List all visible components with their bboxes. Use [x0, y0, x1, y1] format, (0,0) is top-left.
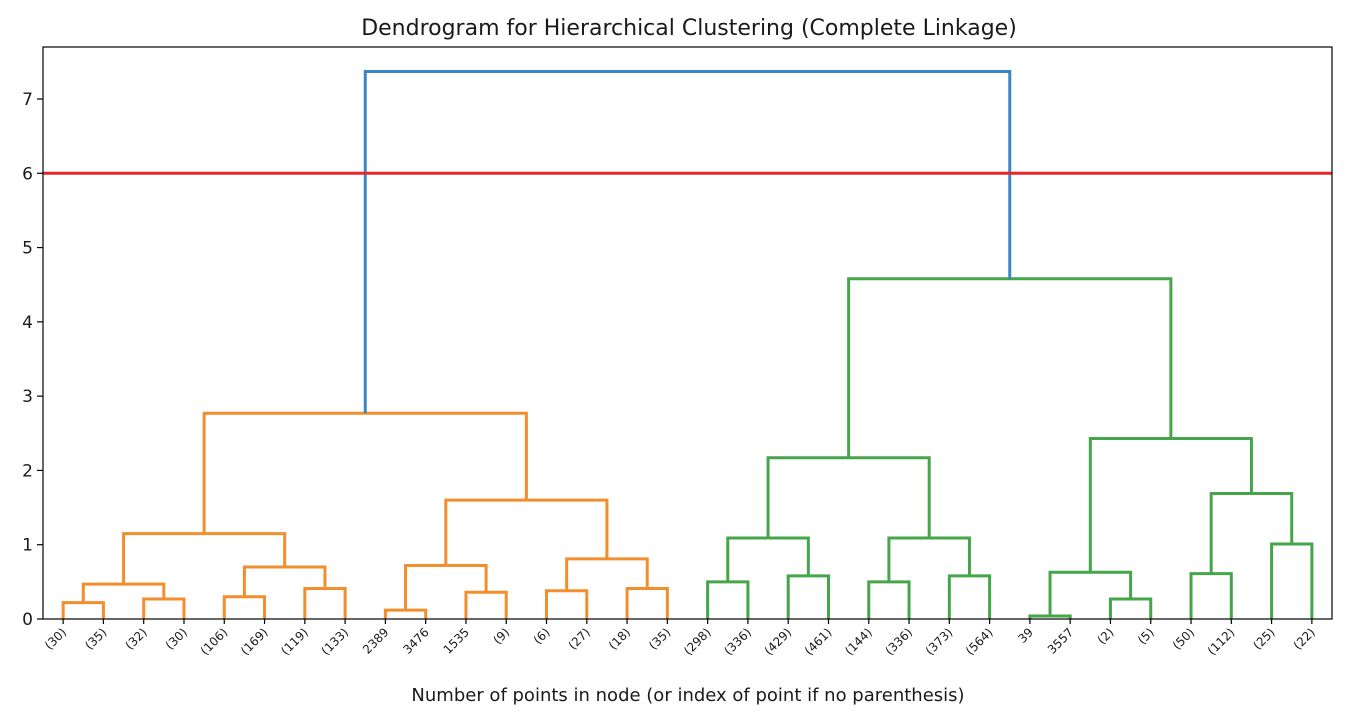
- leaf-label: (5): [1135, 625, 1157, 647]
- leaf-label: (18): [606, 625, 633, 652]
- dendrogram-link: [1189, 572, 1233, 619]
- leaf-label: (30): [163, 625, 190, 652]
- dendrogram-link: [766, 456, 931, 539]
- leaf-label: (336): [882, 625, 915, 658]
- y-axis: 0 1 2 3 4 5 6 7: [22, 90, 43, 630]
- y-tick-label: 7: [22, 90, 33, 110]
- dendrogram-link: [122, 532, 287, 585]
- leaf-label: (35): [82, 625, 109, 652]
- dendrogram-link: [1209, 491, 1294, 574]
- dendrogram-link: [464, 590, 508, 619]
- dendrogram-link: [61, 601, 105, 619]
- dendrogram-link: [303, 587, 347, 619]
- y-tick-label: 5: [22, 239, 33, 259]
- leaf-label: (461): [802, 625, 835, 658]
- dendrogram-link: [222, 595, 267, 619]
- chart-title: Dendrogram for Hierarchical Clustering (…: [361, 16, 1017, 41]
- y-tick-label: 2: [22, 461, 33, 481]
- leaf-label: (106): [198, 625, 231, 658]
- leaf-label: (25): [1250, 625, 1277, 652]
- dendrogram-link: [1108, 597, 1153, 619]
- x-axis-label: Number of points in node (or index of po…: [411, 685, 964, 706]
- leaf-label: (144): [842, 625, 875, 658]
- leaf-label: (50): [1170, 625, 1197, 652]
- dendrogram-link: [444, 498, 609, 566]
- leaf-label: (373): [923, 625, 956, 658]
- dendrogram-link: [545, 589, 589, 619]
- leaf-label: 39: [1015, 625, 1036, 646]
- dendrogram-link: [202, 411, 528, 534]
- leaf-label: (9): [490, 625, 512, 647]
- dendrogram-link: [786, 574, 830, 619]
- leaf-label: (298): [681, 625, 714, 658]
- leaf-label: (133): [319, 625, 352, 658]
- y-tick-label: 1: [22, 536, 33, 556]
- dendrogram-link: [706, 580, 750, 619]
- leaf-label: (429): [762, 625, 795, 658]
- dendrogram-link: [947, 574, 992, 619]
- leaf-label: (336): [721, 625, 754, 658]
- leaf-label: 3476: [400, 625, 431, 656]
- dendrogram-link: [565, 557, 649, 591]
- leaf-label: (564): [963, 625, 996, 658]
- dendrogram-link: [383, 608, 428, 619]
- dendrogram-link: [625, 587, 669, 619]
- leaf-label: (2): [1095, 625, 1117, 647]
- dendrogram-link: [1048, 570, 1133, 617]
- leaf-label: (35): [646, 625, 673, 652]
- dendrogram-link: [81, 582, 166, 603]
- dendrogram-links: [61, 70, 1314, 619]
- dendrogram-link: [404, 564, 488, 611]
- dendrogram-link: [887, 536, 971, 582]
- leaf-label: (112): [1205, 625, 1238, 658]
- leaf-label: 1535: [441, 625, 472, 656]
- leaf-label: (119): [278, 625, 311, 658]
- y-tick-label: 6: [22, 164, 33, 184]
- leaf-label: (22): [1291, 625, 1318, 652]
- leaf-label: 3557: [1045, 625, 1076, 656]
- dendrogram-link: [1028, 614, 1072, 619]
- dendrogram-link: [142, 597, 186, 619]
- y-tick-label: 0: [22, 610, 33, 630]
- dendrogram-link: [1088, 436, 1253, 573]
- y-tick-label: 3: [22, 387, 33, 407]
- leaf-label: (27): [566, 625, 593, 652]
- plot-frame: [42, 46, 1333, 620]
- x-axis: (30) (35) (32) (30) (106) (169) (119) (133) 2389…: [42, 619, 1318, 658]
- dendrogram-link: [726, 536, 810, 582]
- dendrogram-link: [1270, 542, 1314, 619]
- dendrogram-link: [847, 277, 1173, 458]
- leaf-label: (30): [42, 625, 69, 652]
- dendrogram-link: [242, 565, 327, 597]
- y-tick-label: 4: [22, 313, 33, 333]
- dendrogram-link: [363, 70, 1012, 414]
- leaf-label: (6): [531, 625, 553, 647]
- leaf-label: 2389: [360, 625, 391, 656]
- leaf-label: (169): [238, 625, 271, 658]
- dendrogram-link: [867, 580, 911, 619]
- leaf-label: (32): [123, 625, 150, 652]
